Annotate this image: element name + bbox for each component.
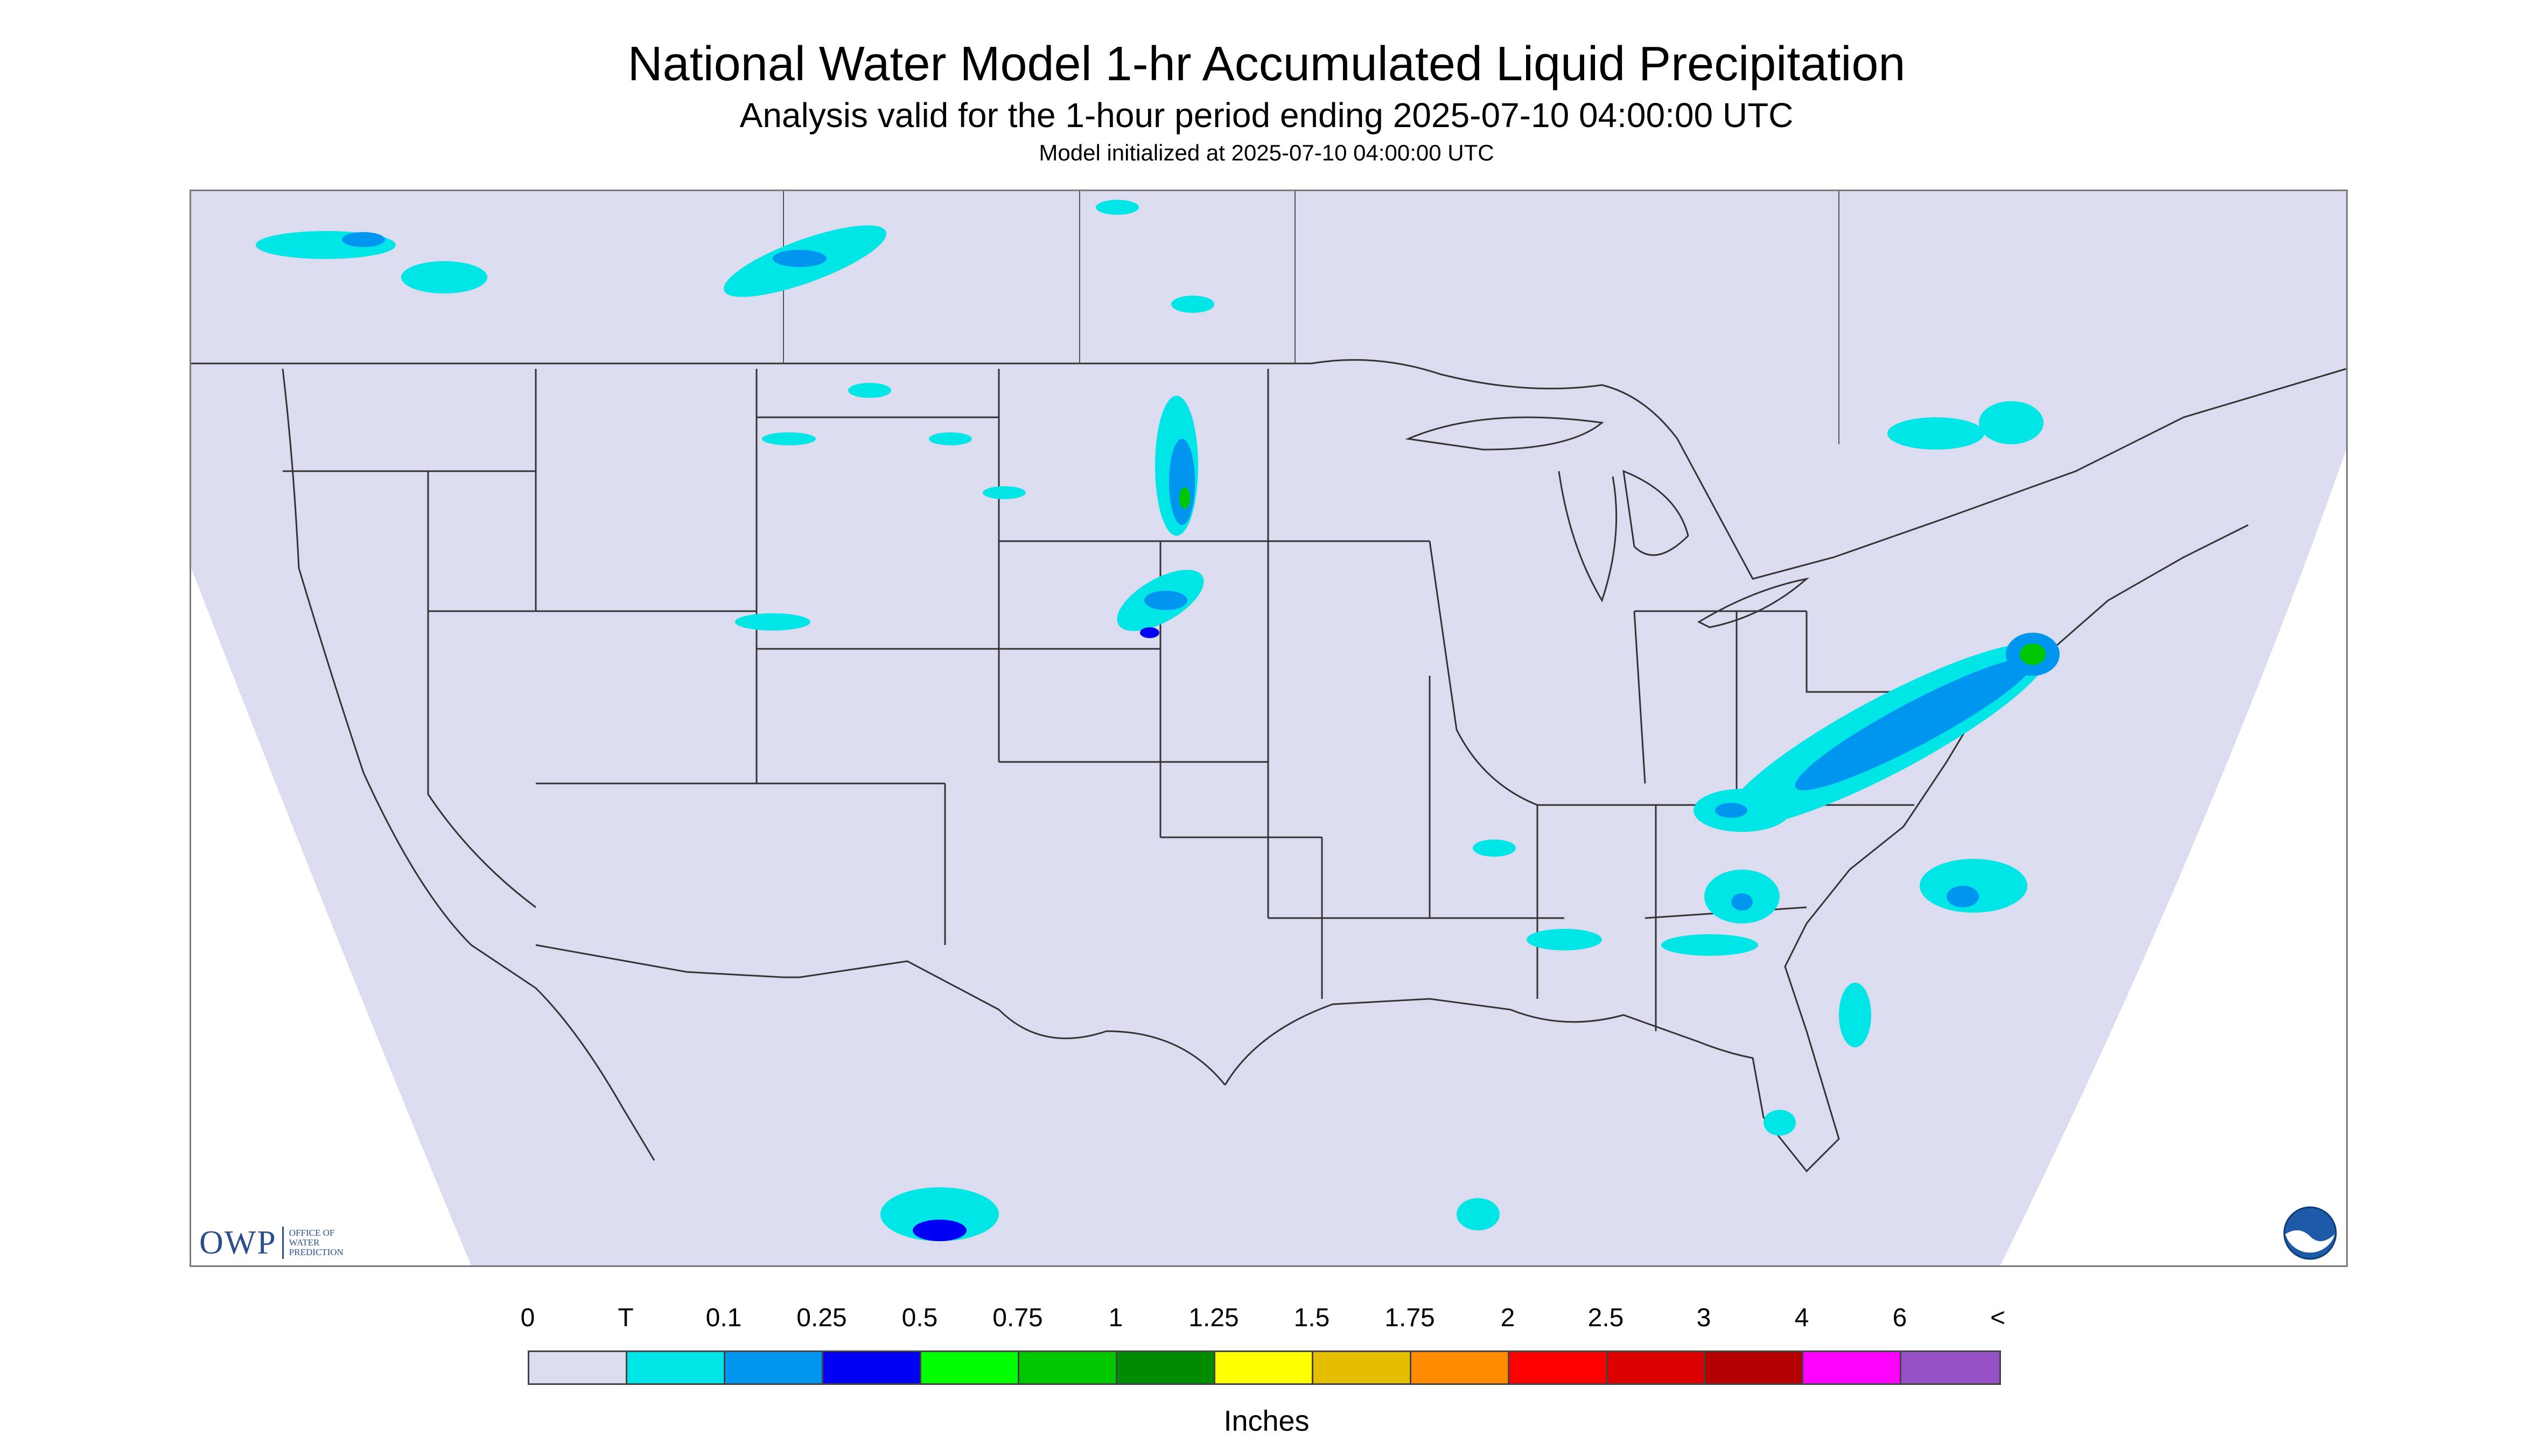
legend-swatch bbox=[921, 1352, 1019, 1383]
us-canada-border bbox=[191, 359, 2346, 580]
legend-label: 2.5 bbox=[1587, 1304, 1624, 1332]
legend-label: 3 bbox=[1696, 1304, 1711, 1332]
legend-label: 1.5 bbox=[1293, 1304, 1330, 1332]
legend-label: 1.75 bbox=[1384, 1304, 1435, 1332]
legend-label: 4 bbox=[1794, 1304, 1809, 1332]
owp-logo-text: OWP bbox=[199, 1224, 277, 1261]
legend-label: 1.25 bbox=[1188, 1304, 1239, 1332]
gulf-coast bbox=[1224, 524, 2249, 1173]
legend-label: 0.5 bbox=[901, 1304, 938, 1332]
precipitation-cells bbox=[256, 200, 2060, 1241]
legend-label: < bbox=[1990, 1304, 2006, 1332]
legend-swatch bbox=[1019, 1352, 1117, 1383]
legend-swatch bbox=[1901, 1352, 1999, 1383]
lake-michigan bbox=[1558, 471, 1618, 603]
legend-swatch bbox=[529, 1352, 627, 1383]
legend-swatch bbox=[1313, 1352, 1411, 1383]
pacific-coast bbox=[282, 368, 655, 1161]
legend-swatch bbox=[823, 1352, 921, 1383]
legend-swatch bbox=[1607, 1352, 1705, 1383]
owp-line-1: OFFICE OF bbox=[289, 1228, 335, 1238]
legend-swatch bbox=[627, 1352, 725, 1383]
legend-label: 6 bbox=[1892, 1304, 1907, 1332]
legend-labels: 0 T 0.1 0.25 0.5 0.75 1 1.25 1.5 1.75 2 2.5 3 4 6 < bbox=[0, 1303, 2533, 1341]
map-subtitle: Analysis valid for the 1-hour period end… bbox=[739, 96, 1794, 135]
legend-label: 0 bbox=[520, 1304, 535, 1332]
owp-line-3: PREDICTION bbox=[289, 1247, 344, 1257]
boundaries bbox=[191, 191, 2346, 1173]
legend-label: 0.1 bbox=[705, 1304, 742, 1332]
legend-swatch bbox=[725, 1352, 823, 1383]
legend-units: Inches bbox=[1223, 1405, 1310, 1437]
legend-colorbar bbox=[528, 1350, 2001, 1385]
us-mexico-border bbox=[535, 944, 1226, 1086]
owp-logo-divider bbox=[282, 1227, 284, 1259]
owp-logo: OWP OFFICE OF WATER PREDICTION bbox=[199, 1221, 344, 1264]
legend-swatch bbox=[1509, 1352, 1607, 1383]
legend-swatch bbox=[1411, 1352, 1509, 1383]
legend-swatch bbox=[1215, 1352, 1313, 1383]
legend-label: 0.25 bbox=[796, 1304, 847, 1332]
owp-line-2: WATER bbox=[289, 1237, 320, 1248]
precipitation-map bbox=[190, 190, 2348, 1267]
lake-superior bbox=[1405, 416, 1604, 451]
legend-label: T bbox=[618, 1304, 634, 1332]
legend-label: 0.75 bbox=[992, 1304, 1043, 1332]
legend-label: 2 bbox=[1500, 1304, 1515, 1332]
legend-swatch bbox=[1117, 1352, 1215, 1383]
lake-huron bbox=[1622, 470, 1689, 556]
model-init-time: Model initialized at 2025-07-10 04:00:00… bbox=[1039, 140, 1494, 165]
legend-swatch bbox=[1803, 1352, 1901, 1383]
noaa-logo-icon bbox=[2283, 1206, 2337, 1260]
legend-swatch bbox=[1705, 1352, 1803, 1383]
map-canvas bbox=[191, 191, 2346, 1265]
map-title: National Water Model 1-hr Accumulated Li… bbox=[627, 37, 1906, 91]
legend-label: 1 bbox=[1108, 1304, 1123, 1332]
owp-logo-subtitle: OFFICE OF WATER PREDICTION bbox=[289, 1228, 344, 1257]
